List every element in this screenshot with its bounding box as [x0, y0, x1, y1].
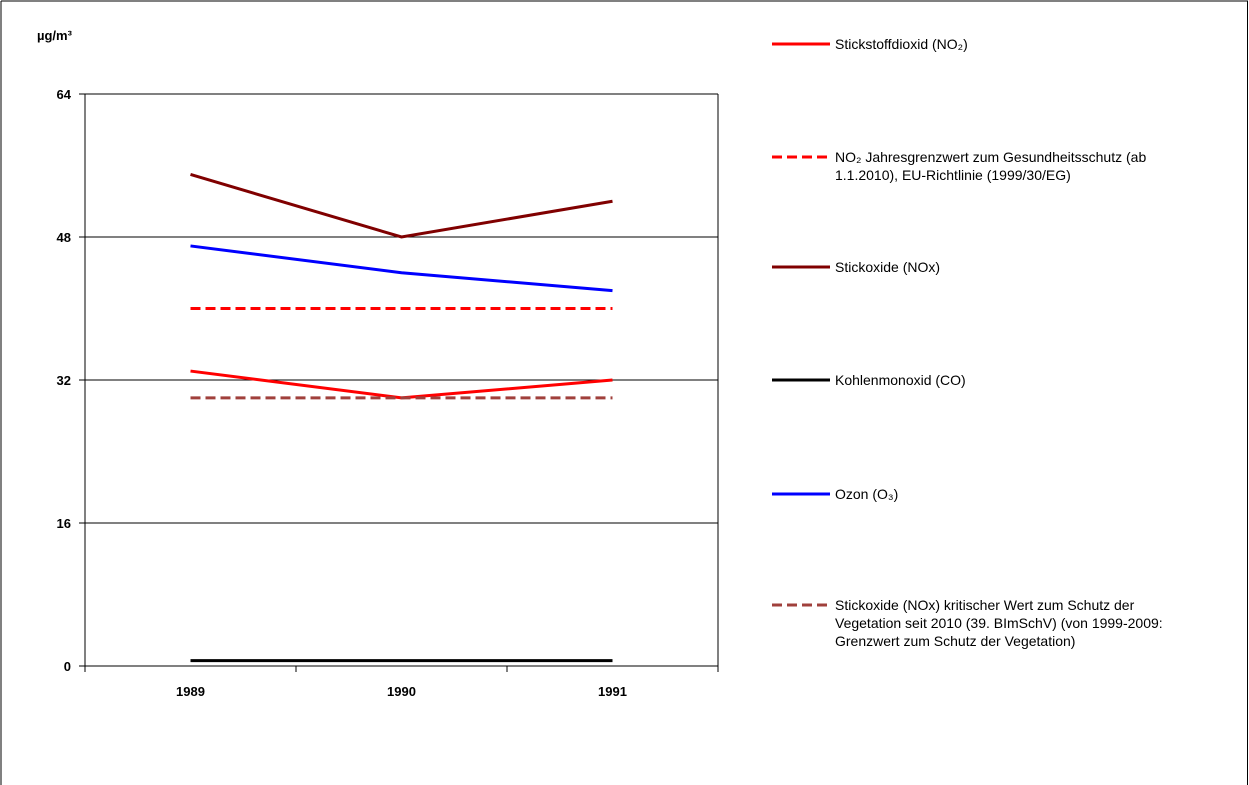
legend-swatch [772, 603, 830, 607]
y-tick-label: 0 [64, 659, 71, 674]
legend-swatch [772, 155, 830, 159]
x-tick-label: 1990 [387, 684, 416, 699]
y-unit-label: µg/m³ [37, 28, 73, 43]
legend-swatch [772, 492, 830, 496]
legend-label: Kohlenmonoxid (CO) [835, 372, 966, 388]
series-line [190, 172, 613, 239]
legend-swatch [772, 42, 830, 46]
legend-swatch [772, 378, 830, 382]
y-tick-label: 48 [57, 230, 71, 245]
y-tick-label: 16 [57, 516, 71, 531]
y-tick-label: 64 [57, 87, 72, 102]
legend-label: NO₂ Jahresgrenzwert zum Gesundheitsschut… [835, 149, 1147, 183]
x-tick-label: 1989 [176, 684, 205, 699]
legend-label: Stickoxide (NOx) kritischer Wert zum Sch… [835, 597, 1163, 649]
series-line [190, 369, 613, 400]
legend-label: Ozon (O₃) [835, 486, 899, 502]
series-layer [190, 172, 613, 663]
legend-label: Stickoxide (NOx) [835, 259, 941, 275]
x-tick-label: 1991 [598, 684, 627, 699]
y-tick-label: 32 [57, 373, 71, 388]
series-line [190, 244, 613, 293]
legend-swatch [772, 265, 830, 269]
legend-label: Stickstoffdioxid (NO₂) [835, 36, 968, 52]
axis-layer: 0 16 32 48 64 1989 1990 1991 [57, 87, 719, 699]
